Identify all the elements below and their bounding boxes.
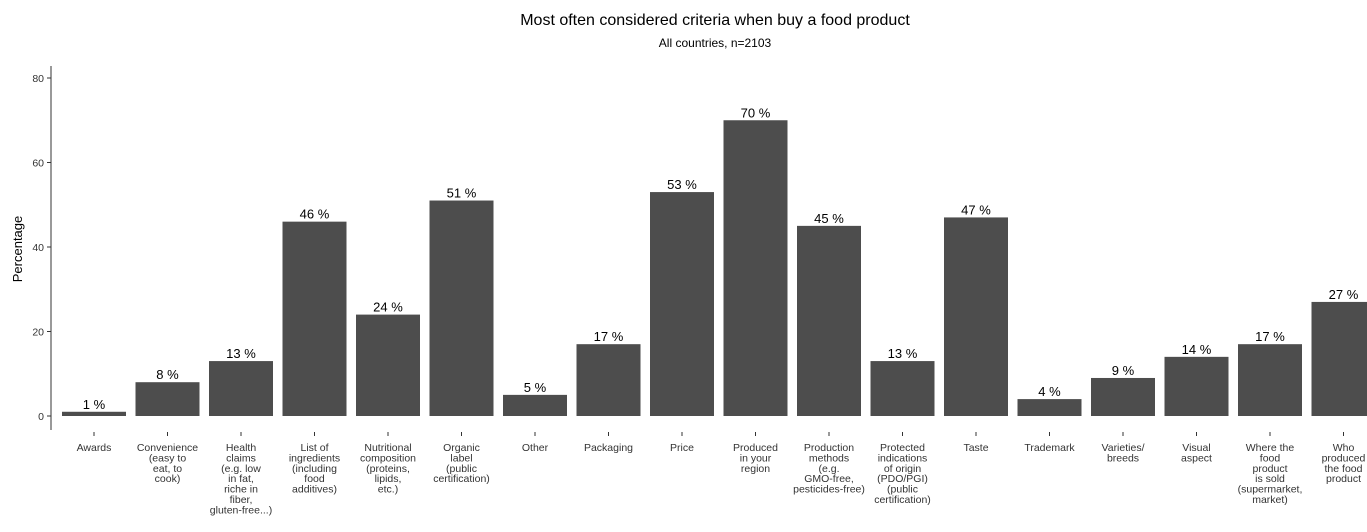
x-tick-label: Protected indications of origin (PDO/PGI) (p… <box>874 442 931 506</box>
x-tick-label: Awards <box>77 442 112 454</box>
bar <box>429 200 494 416</box>
data-label: 4 % <box>1038 384 1061 399</box>
x-tick-label: Visual aspect <box>1181 442 1212 464</box>
data-label: 13 % <box>226 346 256 361</box>
data-label: 47 % <box>961 202 991 217</box>
bar <box>650 192 714 416</box>
data-label: 1 % <box>83 397 106 412</box>
data-label: 53 % <box>667 177 697 192</box>
data-label: 51 % <box>447 186 477 201</box>
data-label: 27 % <box>1329 287 1359 302</box>
bar <box>1091 377 1155 416</box>
bar <box>1164 356 1229 416</box>
x-tick-label: Other <box>522 442 549 454</box>
chart-subtitle: All countries, n=2103 <box>658 36 772 50</box>
y-tick-label: 20 <box>32 327 44 339</box>
y-tick-label: 80 <box>32 73 44 85</box>
x-tick-label: List of ingredients (including food additive… <box>289 442 340 496</box>
bar <box>209 361 273 416</box>
x-tick-label: Varieties/breeds <box>1102 442 1145 464</box>
bar <box>503 394 567 416</box>
data-label: 46 % <box>300 207 330 222</box>
data-label: 8 % <box>156 367 179 382</box>
x-tick-label: Packaging <box>584 442 633 454</box>
bar <box>944 217 1008 416</box>
x-tick-label: Nutritional composition (proteins, lipids, e… <box>360 442 416 496</box>
x-tick-label: Where the food product is sold (supermarket,… <box>1238 442 1303 506</box>
data-label: 14 % <box>1182 342 1212 357</box>
y-axis-label: Percentage <box>10 216 25 283</box>
y-tick-label: 60 <box>32 158 44 170</box>
data-label: 5 % <box>524 380 547 395</box>
bar <box>1311 301 1367 416</box>
x-tick-label: Organic label (public certification) <box>433 442 490 485</box>
y-tick-label: 0 <box>38 411 44 423</box>
bars <box>62 120 1367 416</box>
bar <box>723 120 788 416</box>
data-label: 17 % <box>594 329 624 344</box>
x-tick-label: Price <box>670 442 694 454</box>
bar <box>1238 344 1302 416</box>
bar <box>282 221 347 416</box>
x-tick-label: Produced in your region <box>733 442 778 475</box>
data-label: 24 % <box>373 300 403 315</box>
data-labels: 1 % 8 % 13 % 46 % 24 % 51 % 5 % 17 % 53 % 70 % 45 … <box>83 105 1359 412</box>
bar <box>1017 399 1082 416</box>
y-tick-label: 40 <box>32 242 44 254</box>
bar <box>135 382 200 416</box>
x-tick-label: Health claims (e.g. low in fat, riche in fibe… <box>210 442 272 516</box>
y-axis: 0 20 40 60 80 <box>32 66 52 430</box>
x-tick-label: Trademark <box>1024 442 1075 454</box>
bar <box>576 344 641 416</box>
data-label: 17 % <box>1255 329 1285 344</box>
x-tick-label: Production methods (e.g. GMO-free, pesticide… <box>793 442 865 496</box>
bar <box>356 314 420 416</box>
data-label: 45 % <box>814 211 844 226</box>
chart-title: Most often considered criteria when buy … <box>520 12 910 29</box>
data-label: 9 % <box>1112 363 1135 378</box>
data-label: 13 % <box>888 346 918 361</box>
bar <box>870 361 935 416</box>
x-tick-label: Convenience (easy to eat, to cook) <box>137 442 198 485</box>
data-label: 70 % <box>741 105 771 120</box>
bar <box>62 411 126 416</box>
x-axis: Awards Convenience (easy to eat, to cook) Hea… <box>77 432 1366 516</box>
x-tick-label: Who produced the food product <box>1322 442 1366 485</box>
bar <box>797 225 861 416</box>
x-tick-label: Taste <box>963 442 988 454</box>
